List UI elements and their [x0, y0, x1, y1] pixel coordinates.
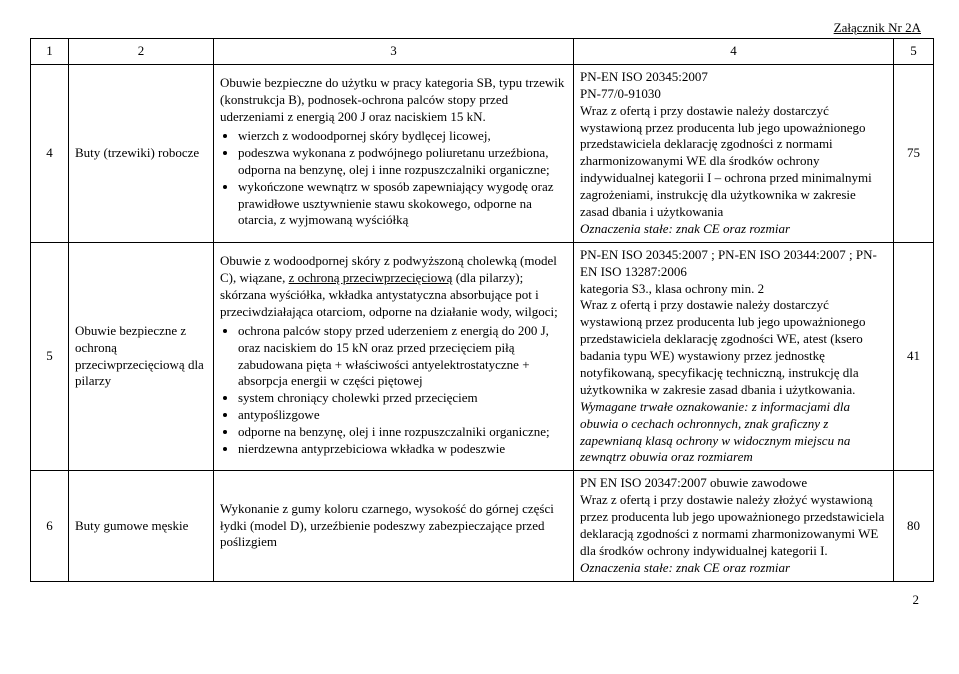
row-number: 5: [31, 242, 69, 471]
header-col-3: 3: [214, 39, 574, 65]
req-line: PN EN ISO 20347:2007 obuwie zawodowe: [580, 475, 887, 492]
item-name: Obuwie bezpieczne z ochroną przeciwprzec…: [69, 242, 214, 471]
item-description: Obuwie bezpieczne do użytku w pracy kate…: [214, 64, 574, 242]
desc-bullet: nierdzewna antyprzebiciowa wkładka w pod…: [238, 441, 567, 458]
item-qty: 75: [894, 64, 934, 242]
header-col-2: 2: [69, 39, 214, 65]
req-italic: Oznaczenia stałe: znak CE oraz rozmiar: [580, 560, 887, 577]
table-row: 4 Buty (trzewiki) robocze Obuwie bezpiec…: [31, 64, 934, 242]
item-name: Buty gumowe męskie: [69, 471, 214, 581]
item-description: Wykonanie z gumy koloru czarnego, wysoko…: [214, 471, 574, 581]
req-line: kategoria S3., klasa ochrony min. 2: [580, 281, 887, 298]
item-requirements: PN-EN ISO 20345:2007 ; PN-EN ISO 20344:2…: [574, 242, 894, 471]
desc-intro: Obuwie bezpieczne do użytku w pracy kate…: [220, 75, 564, 124]
req-italic: Wymagane trwałe oznakowanie: z informacj…: [580, 399, 887, 467]
item-requirements: PN EN ISO 20347:2007 obuwie zawodowe Wra…: [574, 471, 894, 581]
desc-bullet: ochrona palców stopy przed uderzeniem z …: [238, 323, 567, 391]
desc-bullet: odporne na benzynę, olej i inne rozpuszc…: [238, 424, 567, 441]
item-qty: 80: [894, 471, 934, 581]
desc-bullet: antypoślizgowe: [238, 407, 567, 424]
req-line: PN-EN ISO 20345:2007: [580, 69, 887, 86]
item-qty: 41: [894, 242, 934, 471]
req-line: Wraz z ofertą i przy dostawie należy dos…: [580, 103, 887, 221]
desc-bullet-list: wierzch z wodoodpornej skóry bydlęcej li…: [220, 128, 567, 229]
spec-table: 1 2 3 4 5 4 Buty (trzewiki) robocze Obuw…: [30, 38, 934, 582]
header-col-4: 4: [574, 39, 894, 65]
desc-bullet: wierzch z wodoodpornej skóry bydlęcej li…: [238, 128, 567, 145]
req-line: Wraz z ofertą i przy dostawie należy zło…: [580, 492, 887, 560]
req-line: PN-EN ISO 20345:2007 ; PN-EN ISO 20344:2…: [580, 247, 887, 281]
item-description: Obuwie z wodoodpornej skóry z podwyższon…: [214, 242, 574, 471]
page-number: 2: [30, 592, 929, 608]
attachment-label: Załącznik Nr 2A: [30, 20, 929, 36]
desc-plain: Wykonanie z gumy koloru czarnego, wysoko…: [220, 501, 554, 550]
item-name: Buty (trzewiki) robocze: [69, 64, 214, 242]
table-row: 6 Buty gumowe męskie Wykonanie z gumy ko…: [31, 471, 934, 581]
req-italic: Oznaczenia stałe: znak CE oraz rozmiar: [580, 221, 887, 238]
header-col-5: 5: [894, 39, 934, 65]
desc-bullet: podeszwa wykonana z podwójnego poliureta…: [238, 145, 567, 179]
desc-bullet: wykończone wewnątrz w sposób zapewniając…: [238, 179, 567, 230]
table-row: 5 Obuwie bezpieczne z ochroną przeciwprz…: [31, 242, 934, 471]
header-col-1: 1: [31, 39, 69, 65]
table-header-row: 1 2 3 4 5: [31, 39, 934, 65]
desc-bullet: system chroniący cholewki przed przecięc…: [238, 390, 567, 407]
req-line: PN-77/0-91030: [580, 86, 887, 103]
item-requirements: PN-EN ISO 20345:2007 PN-77/0-91030 Wraz …: [574, 64, 894, 242]
row-number: 4: [31, 64, 69, 242]
row-number: 6: [31, 471, 69, 581]
desc-bullet-list: ochrona palców stopy przed uderzeniem z …: [220, 323, 567, 458]
desc-intro-underline: z ochroną przeciwprzecięciową: [289, 270, 453, 285]
req-line: Wraz z ofertą i przy dostawie należy dos…: [580, 297, 887, 398]
